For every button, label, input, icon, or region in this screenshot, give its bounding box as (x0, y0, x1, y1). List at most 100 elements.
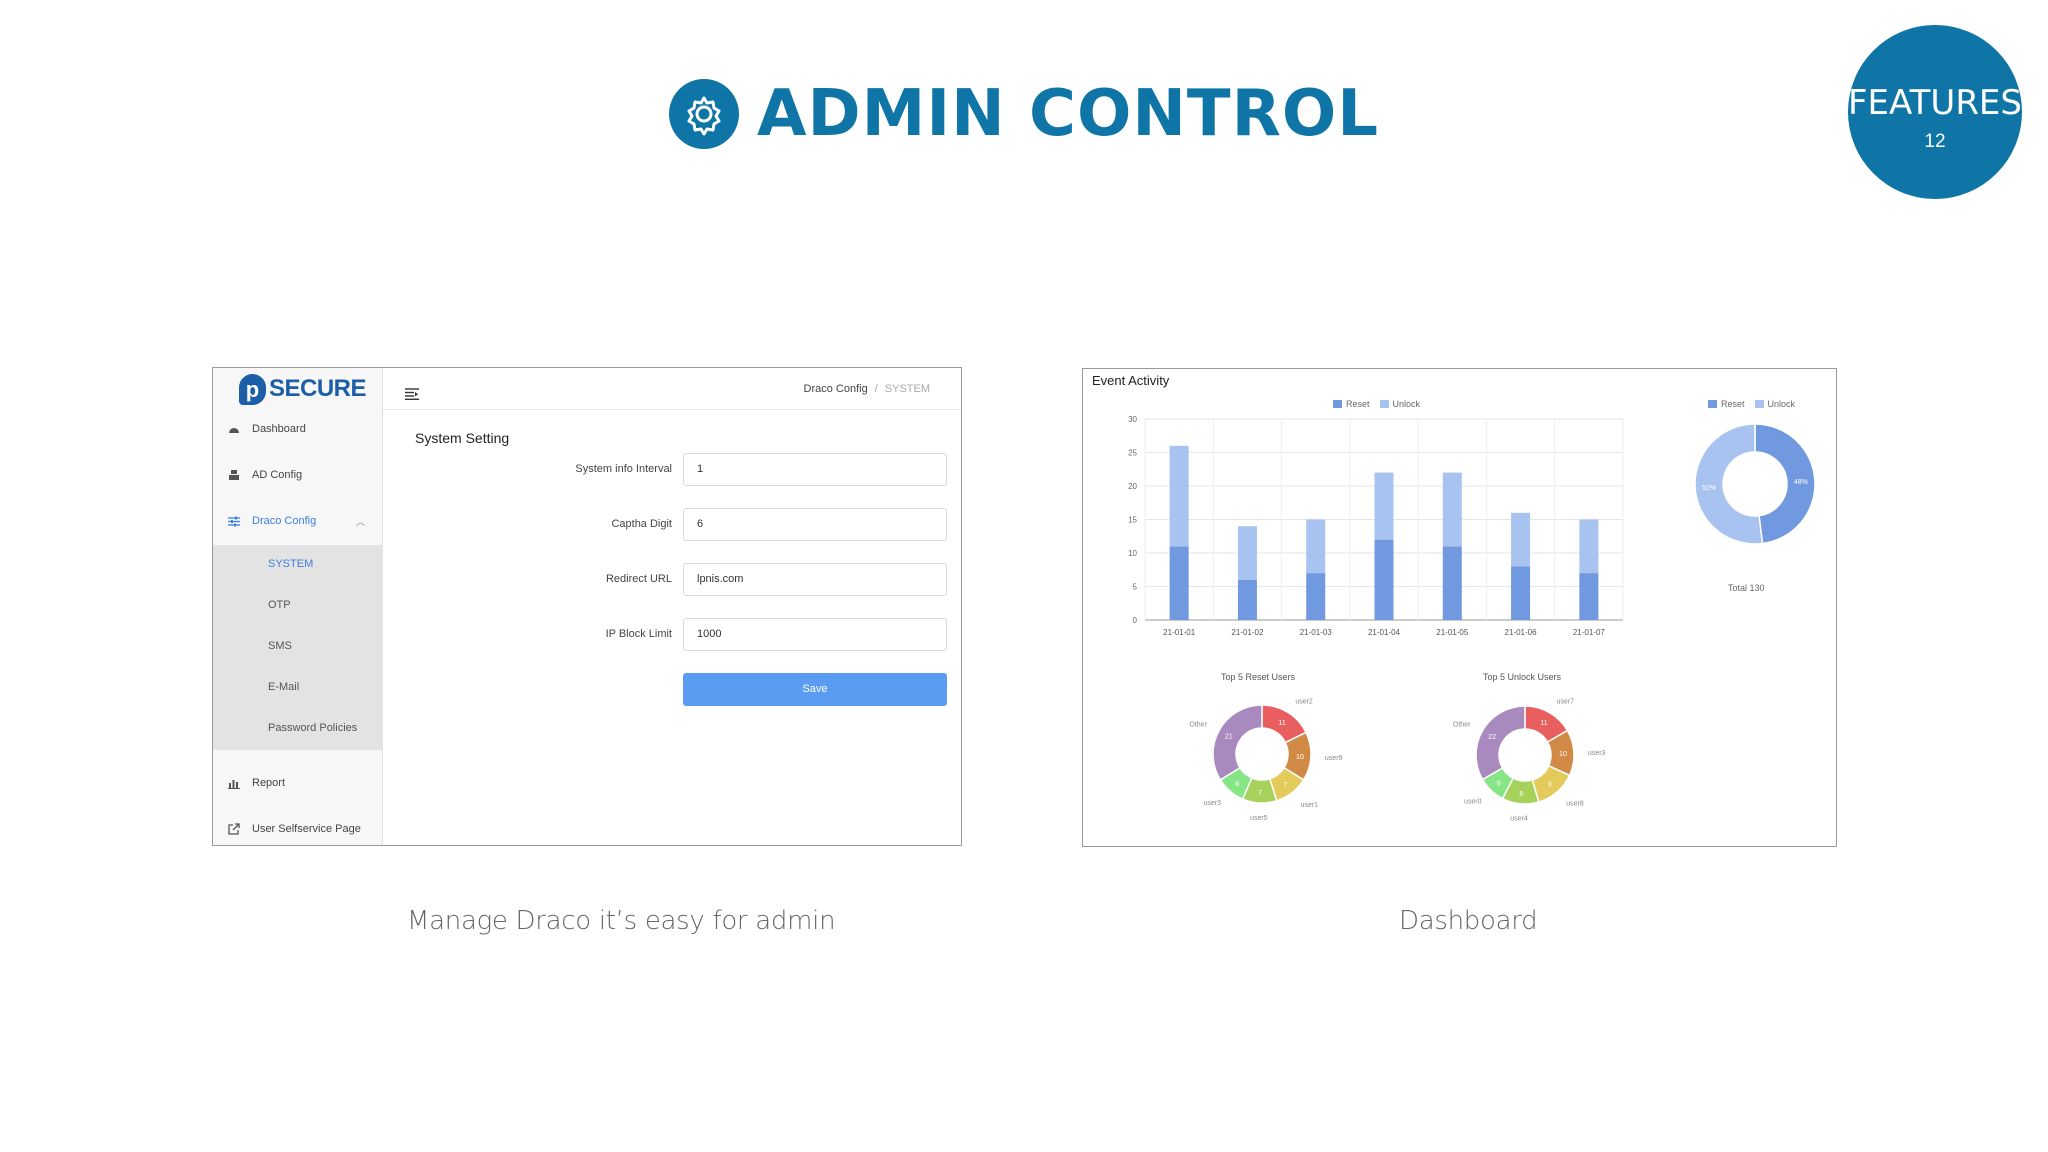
page-header: ADMIN CONTROL (0, 74, 2048, 154)
sidebar-item-label: Draco Config (252, 515, 317, 527)
pie-title-reset: Top 5 Reset Users (1221, 672, 1296, 682)
x-tick-label: 21-01-02 (1231, 628, 1264, 637)
sidebar-item-label: Report (252, 777, 286, 789)
breadcrumb: Draco Config / SYSTEM (804, 383, 931, 395)
bar-unlock (1374, 472, 1394, 540)
donut-category-label: user7 (1557, 698, 1575, 705)
menu-fold-icon[interactable] (405, 387, 419, 403)
submenu-item-password-policies[interactable]: Password Policies (268, 722, 358, 734)
sidebar-item-ad-config[interactable]: AD Config (213, 462, 383, 488)
draco-config-submenu: SYSTEM OTP SMS E-Mail Password Policies (213, 545, 383, 750)
legend-swatch-reset (1333, 400, 1342, 408)
bar-unlock (1306, 519, 1326, 574)
legend-label-unlock[interactable]: Unlock (1392, 399, 1421, 409)
form-row-redirect: Redirect URL lpnis.com (383, 563, 958, 597)
chevron-up-icon[interactable]: ︿ (355, 516, 365, 527)
bar-reset (1511, 566, 1531, 620)
donut-slice (1694, 423, 1764, 545)
donut-value-label: 6 (1497, 781, 1501, 788)
bar-reset (1579, 573, 1599, 620)
field-label: IP Block Limit (605, 628, 672, 640)
y-tick-label: 15 (1128, 516, 1137, 525)
donut-slice (1475, 705, 1526, 781)
donut-value-label: 10 (1559, 751, 1567, 758)
bar-unlock (1511, 512, 1531, 567)
legend-swatch-unlock (1754, 400, 1764, 408)
submenu-item-sms[interactable]: SMS (268, 640, 292, 652)
save-button[interactable]: Save (683, 673, 947, 706)
dashboard-screenshot: Event Activity Reset Unlock Reset Unlock… (1082, 368, 1837, 847)
system-info-interval-input[interactable]: 1 (683, 453, 947, 486)
logo-mark: p (239, 373, 266, 405)
captcha-digit-input[interactable]: 6 (683, 508, 947, 541)
x-tick-label: 21-01-01 (1163, 628, 1196, 637)
donut-value-label: 11 (1540, 720, 1547, 727)
dashboard-title: Event Activity (1092, 373, 1170, 388)
redirect-url-input[interactable]: lpnis.com (683, 563, 947, 596)
y-tick-label: 20 (1128, 482, 1137, 491)
topbar: Draco Config / SYSTEM (383, 368, 961, 410)
pie-legend: Reset Unlock (1708, 399, 1795, 409)
sidebar-item-draco-config[interactable]: Draco Config ︿ (213, 508, 383, 534)
donut-slice (1212, 704, 1263, 781)
donut-value-label: 6 (1235, 781, 1239, 788)
sliders-icon (228, 515, 240, 527)
bar-reset (1374, 539, 1394, 620)
donut-category-label: Other (1189, 721, 1207, 728)
bar-reset (1306, 573, 1326, 620)
sidebar-item-label: User Selfservice Page (252, 823, 361, 835)
ip-block-limit-input[interactable]: 1000 (683, 618, 947, 651)
submenu-item-otp[interactable]: OTP (268, 599, 291, 611)
caption-admin: Manage Draco it’s easy for admin (407, 906, 836, 936)
sidebar-item-report[interactable]: Report (213, 770, 383, 796)
donut-category-label: Other (1453, 722, 1471, 729)
bar-unlock (1237, 526, 1257, 580)
submenu-item-system[interactable]: SYSTEM (268, 558, 314, 570)
donut-slice (1754, 423, 1816, 545)
x-tick-label: 21-01-06 (1505, 628, 1538, 637)
badge-label: FEATURES (1848, 83, 2023, 123)
legend-label-reset[interactable]: Reset (1721, 399, 1745, 409)
sidebar-item-label: AD Config (252, 469, 303, 481)
legend-label-unlock[interactable]: Unlock (1767, 399, 1796, 409)
total-label: Total 130 (1728, 583, 1765, 593)
form-row-interval: System info Interval 1 (383, 453, 958, 487)
badge-number: 12 (1924, 131, 1946, 152)
x-tick-label: 21-01-05 (1436, 628, 1469, 637)
donut-value-label: 21 (1225, 734, 1233, 741)
page-title: ADMIN CONTROL (756, 77, 1380, 151)
bar-reset (1442, 546, 1462, 620)
main-panel: Draco Config / SYSTEM System Setting Syste… (383, 368, 961, 845)
y-tick-label: 0 (1133, 616, 1138, 625)
bar-unlock (1579, 519, 1599, 574)
server-icon (228, 469, 240, 481)
sidebar-item-selfservice[interactable]: User Selfservice Page (213, 816, 383, 842)
legend-label-reset[interactable]: Reset (1346, 399, 1370, 409)
y-tick-label: 5 (1133, 583, 1138, 592)
donut-category-label: user3 (1203, 800, 1221, 807)
submenu-item-email[interactable]: E-Mail (268, 681, 300, 693)
form-row-ipblock: IP Block Limit 1000 (383, 618, 958, 652)
field-label: Redirect URL (605, 573, 672, 585)
bar-unlock (1169, 445, 1189, 547)
legend-swatch-unlock (1379, 400, 1389, 408)
bar-chart-icon (228, 777, 240, 789)
sidebar-item-dashboard[interactable]: Dashboard (213, 416, 383, 442)
donut-category-label: user8 (1566, 801, 1584, 808)
donut-category-label: user5 (1250, 815, 1268, 822)
donut-category-label: user0 (1464, 799, 1482, 806)
breadcrumb-current: SYSTEM (884, 383, 930, 395)
logo: p SECURE (239, 370, 367, 408)
donut-value-label: 22 (1488, 734, 1496, 741)
y-tick-label: 25 (1128, 449, 1137, 458)
bar-reset (1169, 546, 1189, 620)
donut-value-label: 11 (1278, 720, 1285, 727)
x-tick-label: 21-01-04 (1368, 628, 1401, 637)
dashboard-icon (228, 423, 240, 435)
breadcrumb-separator: / (874, 383, 878, 395)
admin-screenshot: p SECURE Dashboard AD Config Draco Confi… (212, 367, 962, 846)
bar-unlock (1442, 472, 1462, 547)
donut-value-label: 7 (1283, 782, 1287, 789)
field-label: Captha Digit (611, 518, 672, 530)
breadcrumb-parent[interactable]: Draco Config (803, 383, 868, 395)
